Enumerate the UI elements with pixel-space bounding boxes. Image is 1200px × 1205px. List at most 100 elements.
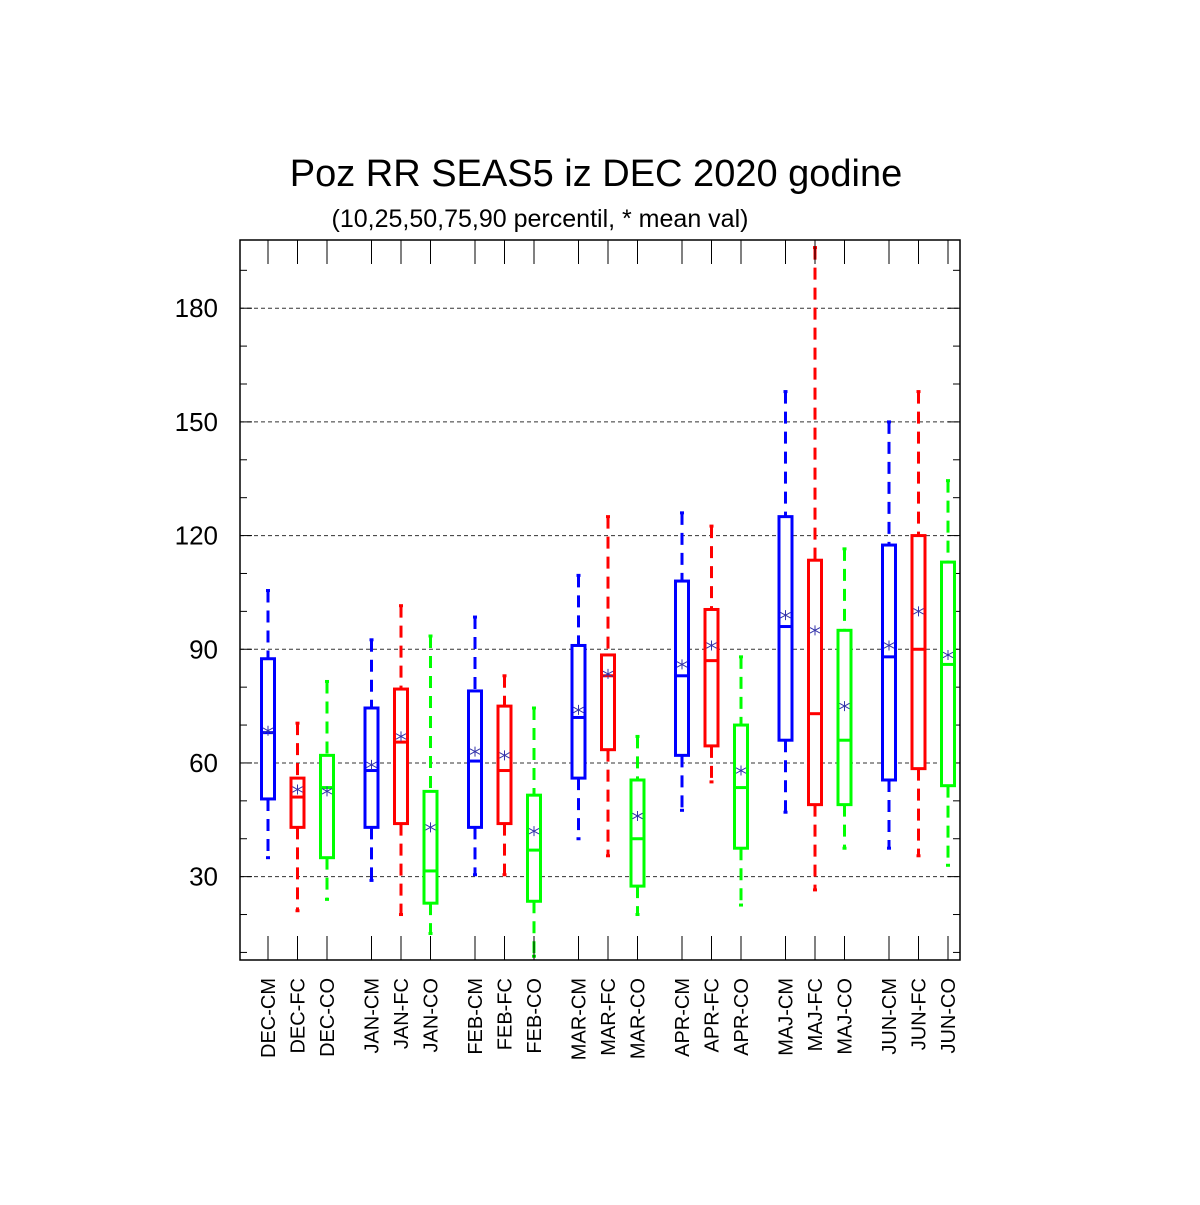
box-dec-co xyxy=(319,679,335,901)
x-tick-label: DEC-CM xyxy=(258,978,280,1058)
box-iqr xyxy=(940,560,956,788)
y-tick-label: 120 xyxy=(175,521,218,551)
box-jun-cm xyxy=(881,420,897,850)
box-iqr xyxy=(496,704,513,826)
mean-marker-stroke xyxy=(469,748,481,755)
x-tick-label: JUN-CM xyxy=(879,978,901,1055)
box-mar-co xyxy=(629,734,646,917)
mean-marker xyxy=(780,610,791,621)
mean-marker xyxy=(706,640,717,651)
box-iqr xyxy=(807,558,823,807)
box-feb-fc xyxy=(496,674,513,877)
mean-marker xyxy=(632,811,643,821)
x-tick-label: FEB-CO xyxy=(524,978,546,1054)
box-jan-cm xyxy=(363,638,380,882)
box-iqr xyxy=(422,789,439,905)
mean-marker-stroke xyxy=(632,812,643,820)
mean-marker-stroke xyxy=(839,702,850,710)
mean-marker-stroke xyxy=(883,642,895,649)
x-tick-label: MAJ-CM xyxy=(776,978,798,1056)
x-tick-label: MAR-CM xyxy=(569,978,591,1060)
x-tick-label: APR-CO xyxy=(731,978,753,1056)
box-iqr xyxy=(836,628,853,807)
y-tick-label: 150 xyxy=(175,407,218,437)
box-jun-fc xyxy=(910,390,927,858)
grid-lines xyxy=(240,307,960,878)
x-tick-label: JAN-CM xyxy=(362,978,384,1054)
mean-marker xyxy=(321,786,333,797)
mean-marker xyxy=(602,668,614,679)
mean-marker xyxy=(499,750,510,761)
x-tick-label: DEC-CO xyxy=(317,978,339,1057)
box-iqr xyxy=(319,753,335,860)
box-series xyxy=(260,246,956,958)
box-apr-cm xyxy=(674,511,690,812)
mean-marker-stroke xyxy=(395,733,407,740)
mean-marker-stroke xyxy=(809,627,821,634)
mean-marker-stroke xyxy=(425,824,436,831)
mean-marker xyxy=(528,826,540,837)
box-maj-cm xyxy=(777,390,794,814)
x-tick-label: JAN-FC xyxy=(391,978,413,1049)
chart-subtitle: (10,25,50,75,90 percentil, * mean val) xyxy=(332,205,749,233)
mean-marker xyxy=(366,759,377,770)
box-feb-cm xyxy=(467,615,483,877)
y-axis: 30 60 90 120 150 180 xyxy=(175,269,960,953)
chart-title: Poz RR SEAS5 iz DEC 2020 godine xyxy=(290,153,903,195)
box-feb-co xyxy=(526,706,542,958)
mean-marker-stroke xyxy=(321,788,333,795)
mean-marker-stroke xyxy=(573,706,584,714)
box-apr-fc xyxy=(703,524,720,784)
x-tick-label: FEB-FC xyxy=(495,978,517,1050)
x-tick-label: MAR-FC xyxy=(598,978,620,1056)
plot-frame xyxy=(239,239,961,961)
box-iqr xyxy=(393,687,409,826)
x-tick-label: JUN-CO xyxy=(938,978,960,1054)
box-iqr xyxy=(629,778,646,888)
mean-marker xyxy=(469,746,481,757)
mean-marker-stroke xyxy=(602,670,614,678)
mean-marker-stroke xyxy=(292,786,303,793)
box-dec-cm xyxy=(260,589,276,860)
mean-marker xyxy=(883,640,895,651)
x-tick-label: MAR-CO xyxy=(628,978,650,1059)
mean-marker-stroke xyxy=(942,651,954,659)
box-maj-fc xyxy=(807,246,823,892)
y-tick-label: 180 xyxy=(175,293,218,323)
y-tick-label: 60 xyxy=(189,748,218,778)
mean-marker xyxy=(262,725,274,736)
mean-marker xyxy=(425,822,436,833)
box-iqr xyxy=(289,776,306,829)
box-jun-co xyxy=(940,479,956,867)
y-tick-label: 90 xyxy=(189,634,218,664)
box-iqr xyxy=(881,543,897,782)
box-iqr xyxy=(910,534,927,771)
x-tick-label: JUN-FC xyxy=(909,978,931,1050)
mean-marker xyxy=(809,625,821,636)
box-iqr xyxy=(467,689,483,829)
mean-marker-stroke xyxy=(262,727,274,734)
y-tick-label: 30 xyxy=(189,862,218,892)
box-iqr xyxy=(526,793,542,903)
mean-marker-stroke xyxy=(913,608,924,615)
box-maj-co xyxy=(836,547,853,850)
x-tick-label: DEC-FC xyxy=(288,978,310,1054)
mean-marker-stroke xyxy=(528,827,540,835)
box-dec-fc xyxy=(289,721,306,913)
mean-marker-stroke xyxy=(676,661,688,668)
box-iqr xyxy=(600,653,616,752)
box-mar-fc xyxy=(600,515,616,858)
mean-marker-stroke xyxy=(735,767,747,774)
box-iqr xyxy=(777,515,794,742)
mean-marker-stroke xyxy=(706,642,717,649)
box-jan-fc xyxy=(393,604,409,917)
mean-marker xyxy=(676,659,688,670)
mean-marker-stroke xyxy=(780,611,791,619)
x-axis: DEC-CM DEC-FC DEC-CO JAN-CM JAN-FC JAN-CO FEB-… xyxy=(258,240,960,1060)
mean-marker-stroke xyxy=(499,752,510,759)
mean-marker-stroke xyxy=(366,761,377,769)
x-tick-label: JAN-CO xyxy=(421,978,443,1052)
x-tick-label: APR-FC xyxy=(702,978,724,1052)
box-jan-co xyxy=(422,634,439,935)
